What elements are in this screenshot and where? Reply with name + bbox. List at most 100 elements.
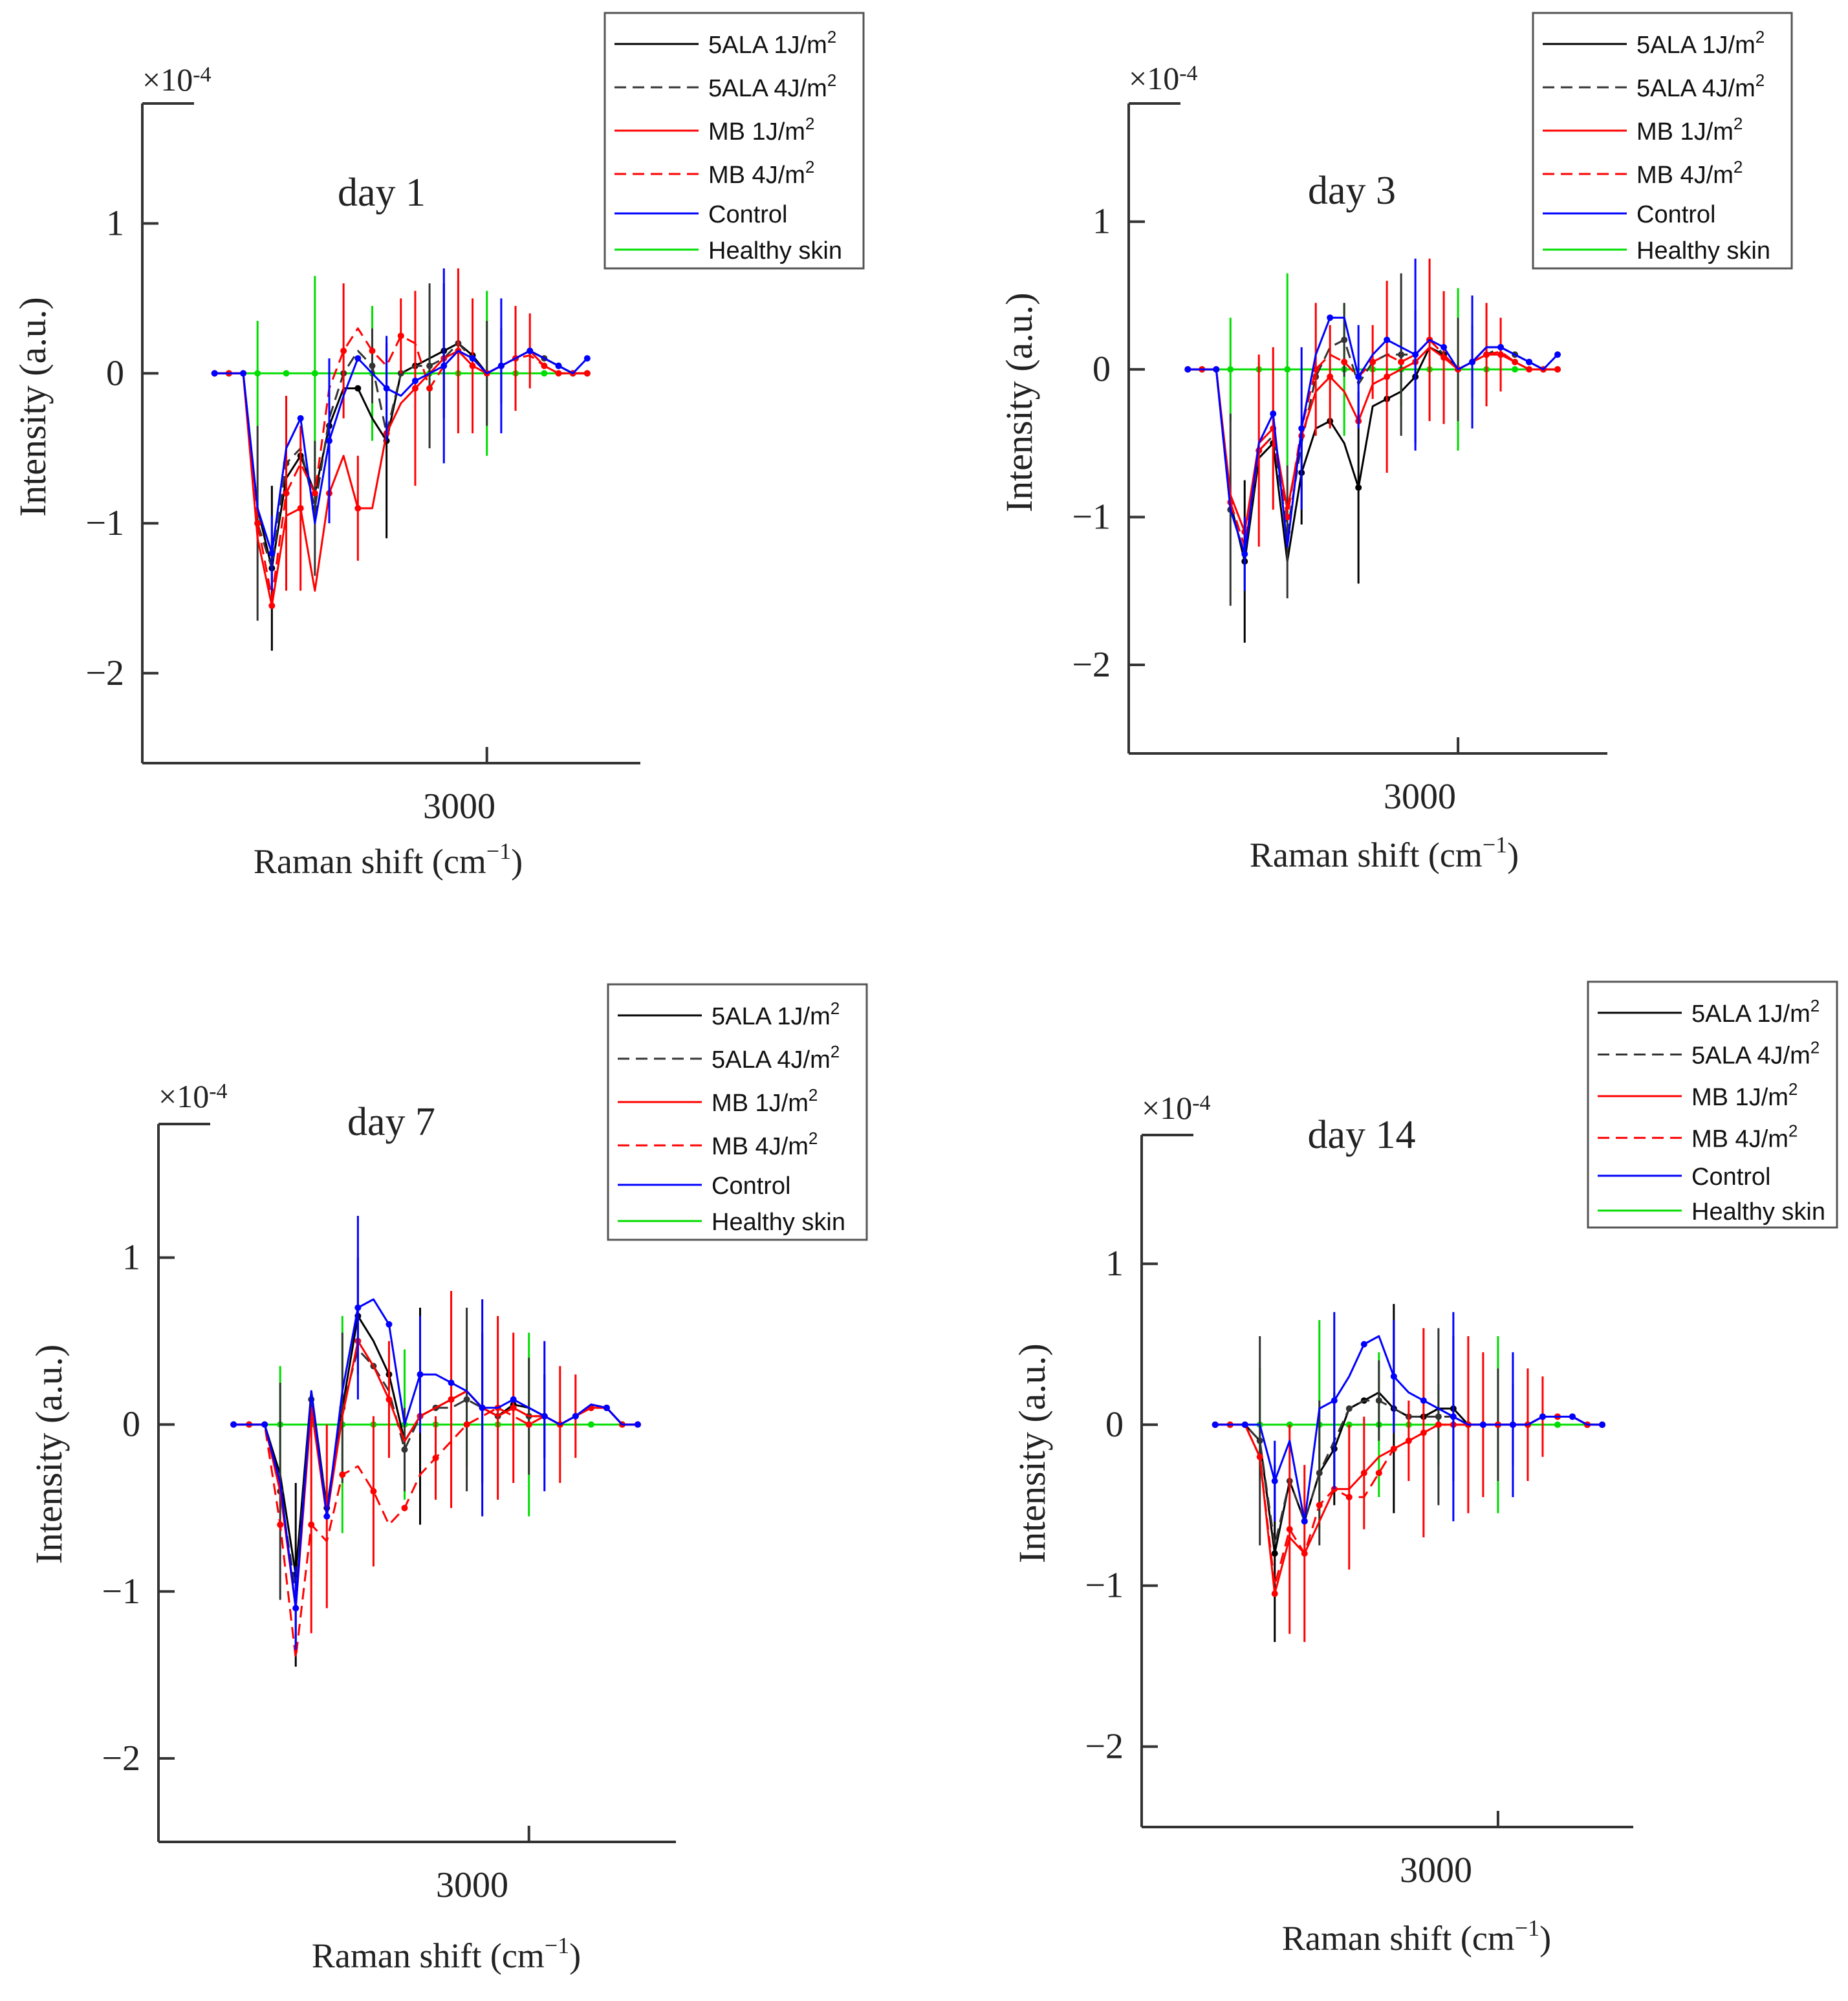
legend-label-1: 5ALA 4J/m2 [1636,70,1765,102]
y-multiplier-label: ×10-4 [1129,60,1198,96]
data-point [1479,1421,1486,1428]
y-multiplier-label: ×10-4 [142,61,212,98]
y-tick-label: 1 [1092,202,1111,242]
data-point [634,1421,641,1428]
legend-label-1: 5ALA 4J/m2 [1691,1037,1820,1069]
data-point [1569,1413,1576,1420]
data-point [1539,1413,1546,1420]
legend-box [607,983,868,1241]
y-axis-label: Intensity (a.u.) [28,1345,70,1564]
legend-label-1: 5ALA 4J/m2 [712,1042,840,1074]
data-point [1327,314,1334,321]
data-point [426,385,433,392]
y-tick-label: −1 [1072,497,1111,537]
legend-label-4: Control [1691,1163,1771,1191]
data-point [1554,351,1561,358]
data-point [1598,1421,1605,1428]
y-tick-label: −2 [1072,645,1111,685]
data-point [261,1421,268,1428]
data-point [1554,366,1561,373]
legend-label-3: MB 4J/m2 [1636,157,1743,189]
data-point [527,347,534,354]
data-point [463,1421,470,1428]
legend: 5ALA 1J/m2 5ALA 4J/m2 MB 1J/m2 MB 4J/m2 Cont… [603,12,865,270]
data-point [572,1412,579,1420]
y-tick-label: 1 [1105,1244,1124,1284]
legend-label-5: Healthy skin [1636,237,1770,265]
data-point [283,370,290,377]
data-point [1271,1590,1278,1597]
data-point [583,355,591,362]
y-multiplier-exponent: -4 [209,1079,227,1103]
data-point [448,1379,455,1387]
data-point [1213,366,1220,373]
legend-label-2: MB 1J/m2 [708,114,814,146]
legend-label-1: 5ALA 4J/m2 [708,70,836,102]
data-point [510,1396,517,1403]
x-axis-label: Raman shift (cm−1) [254,838,523,881]
chart-panel-2: ×10-4 −2 −1 0 1 3000 Raman shift (cm−1) Intensi… [998,12,1793,874]
series-line-4 [214,350,588,554]
data-point [211,370,218,377]
data-point [603,1404,610,1411]
x-tick-label: 3000 [1400,1850,1472,1890]
x-tick-label: 3000 [423,786,495,827]
chart-panel-1: ×10-4 −2 −1 0 1 3000 Raman shift (cm−1) Intensi… [12,12,865,881]
data-point [541,362,548,369]
data-point [323,1513,331,1520]
data-point [555,362,562,369]
data-point [1360,1341,1367,1348]
data-point [1301,1518,1308,1525]
legend-box [1532,12,1793,270]
legend-label-4: Control [712,1173,791,1200]
y-multiplier-label: ×10-4 [1142,1090,1211,1126]
x-axis-label: Raman shift (cm−1) [312,1932,581,1975]
legend-label-2: MB 1J/m2 [1691,1079,1798,1111]
y-tick-label: 0 [1105,1405,1124,1445]
data-point [277,1521,284,1528]
data-point [354,385,362,392]
data-point [311,490,318,497]
data-point [1256,1453,1263,1460]
legend-label-4: Control [708,201,788,228]
data-point [230,1421,237,1428]
data-point [583,370,591,377]
y-tick-label: 1 [122,1238,140,1278]
x-tick-label: 3000 [436,1865,508,1905]
data-point [297,415,304,422]
chart-title: day 14 [1307,1113,1415,1157]
legend: 5ALA 1J/m2 5ALA 4J/m2 MB 1J/m2 MB 4J/m2 Cont… [1587,980,1838,1229]
y-tick-label: −2 [102,1738,140,1779]
data-point [1270,410,1277,417]
legend: 5ALA 1J/m2 5ALA 4J/m2 MB 1J/m2 MB 4J/m2 Cont… [607,983,868,1241]
data-point [1375,1469,1382,1476]
legend-label-0: 5ALA 1J/m2 [712,999,840,1030]
data-point [1526,358,1533,365]
y-multiplier-exponent: -4 [1192,1091,1210,1115]
legend-label-0: 5ALA 1J/m2 [1636,27,1765,59]
chart-panel-3: ×10-4 −2 −1 0 1 3000 Raman shift (cm−1) Intensi… [28,983,868,1975]
data-point [1241,1421,1248,1428]
series-line-1 [214,342,587,570]
data-point [1384,336,1391,343]
data-point [1512,366,1519,373]
legend-label-5: Healthy skin [1691,1198,1825,1226]
y-axis-label: Intensity (a.u.) [12,297,54,517]
data-point [469,355,476,362]
x-tick-label: 3000 [1384,777,1456,817]
data-point [254,520,261,527]
y-axis-label: Intensity (a.u.) [998,292,1040,512]
legend-label-2: MB 1J/m2 [712,1085,818,1117]
legend-label-3: MB 4J/m2 [708,157,814,189]
chart-title: day 3 [1308,169,1396,213]
data-point [339,1471,346,1478]
data-point [587,1421,594,1428]
chart-title: day 1 [338,171,426,215]
y-multiplier-exponent: -4 [193,63,211,87]
y-tick-label: −1 [85,503,124,543]
data-point [369,347,376,354]
series-line-4 [234,1298,638,1610]
x-axis-label: Raman shift (cm−1) [1282,1915,1551,1958]
data-point [386,1321,393,1328]
